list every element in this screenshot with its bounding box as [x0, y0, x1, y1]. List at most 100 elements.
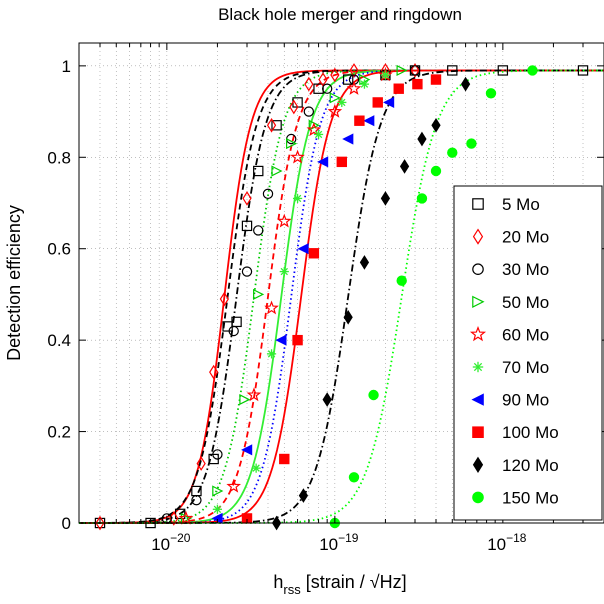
data-point	[241, 266, 253, 277]
data-point	[327, 103, 343, 118]
data-point	[460, 76, 471, 92]
legend-label: 150 Mo	[502, 488, 559, 507]
data-point	[416, 193, 428, 204]
legend-label: 60 Mo	[502, 325, 549, 344]
legend-marker	[472, 426, 484, 438]
data-point	[337, 97, 347, 108]
legend-marker	[472, 456, 484, 473]
data-point	[399, 159, 410, 174]
data-point	[266, 349, 277, 359]
data-point	[262, 188, 274, 200]
data-point	[313, 129, 324, 140]
data-point	[212, 504, 223, 514]
data-point	[336, 156, 348, 168]
data-point	[226, 478, 242, 493]
data-point	[279, 453, 290, 465]
data-point	[354, 115, 365, 126]
data-point	[251, 463, 261, 473]
data-point	[306, 122, 322, 137]
data-point	[383, 96, 395, 108]
x-axis-label-subscript: rss	[283, 582, 301, 597]
data-point	[95, 515, 105, 531]
data-point	[322, 392, 332, 407]
data-point	[292, 334, 303, 346]
y-tick-label: 0	[62, 514, 71, 533]
data-point	[228, 325, 239, 337]
data-point	[412, 78, 423, 90]
data-point	[485, 88, 497, 99]
data-point	[212, 485, 224, 497]
x-axis-label-main: h	[273, 572, 283, 592]
data-point	[241, 444, 253, 456]
legend-marker	[472, 295, 485, 308]
data-point	[396, 64, 408, 76]
data-point	[447, 147, 458, 158]
legend-label: 50 Mo	[502, 293, 549, 312]
fit-curve-150-mo	[79, 69, 604, 524]
data-point	[264, 300, 279, 315]
data-point	[212, 449, 223, 460]
plot-frame	[78, 42, 604, 524]
data-point	[447, 65, 458, 76]
data-point	[298, 488, 309, 503]
data-point	[329, 92, 341, 104]
legend-label: 20 Mo	[502, 228, 549, 247]
data-point	[359, 79, 370, 89]
data-point	[363, 115, 375, 127]
data-point	[577, 65, 589, 76]
y-tick-label: 0.8	[47, 148, 71, 167]
x-axis-label: hrss [strain / √Hz]	[273, 572, 406, 597]
data-point	[279, 266, 289, 277]
legend-label: 90 Mo	[502, 391, 549, 410]
data-point	[430, 165, 442, 177]
data-point	[349, 63, 359, 78]
data-point	[409, 65, 421, 76]
data-point	[466, 138, 477, 149]
chart-title: Black hole merger and ringdown	[218, 5, 462, 24]
legend-marker	[472, 361, 484, 373]
data-point	[290, 149, 305, 164]
data-point	[348, 472, 360, 483]
data-point	[317, 156, 329, 168]
data-point	[174, 508, 186, 520]
data-point	[275, 334, 287, 346]
data-point	[209, 364, 219, 380]
legend-label: 5 Mo	[502, 195, 540, 214]
data-point	[242, 191, 252, 206]
data-point	[286, 138, 298, 150]
x-axis-label-rest: [strain / √Hz]	[301, 572, 407, 592]
data-point	[276, 213, 292, 228]
series-90-mo	[211, 96, 395, 524]
data-point	[346, 81, 362, 95]
legend-label: 100 Mo	[502, 423, 559, 442]
y-tick-label: 0.6	[47, 240, 71, 259]
axis-ticks: 10−20 10−19 10−18 0 0.2 0.4 0.6 0.8 1	[47, 43, 604, 554]
data-point	[191, 494, 202, 506]
x-tick-label: 10−19	[319, 531, 359, 554]
series-70-mo	[212, 70, 391, 514]
data-point	[241, 220, 253, 232]
data-point	[372, 97, 383, 108]
x-tick-label: 10−20	[151, 531, 191, 554]
data-point	[430, 74, 442, 85]
legend-label: 70 Mo	[502, 358, 549, 377]
legend-label: 120 Mo	[502, 456, 559, 475]
series-120-mo	[271, 76, 471, 531]
data-point	[380, 191, 391, 206]
data-point	[330, 67, 340, 83]
legend-label: 30 Mo	[502, 260, 549, 279]
data-point	[431, 117, 441, 133]
data-point	[253, 225, 264, 236]
series-20-mo	[95, 63, 420, 531]
data-point	[219, 291, 229, 307]
y-tick-label: 1	[62, 57, 71, 76]
legend-marker	[472, 198, 484, 210]
y-tick-label: 0.2	[47, 423, 71, 442]
legend: 5 Mo 20 Mo 30 Mo 50 Mo 60 Mo 70 Mo 90 Mo 100 Mo…	[453, 185, 603, 521]
data-point	[196, 456, 206, 471]
data-point	[303, 106, 315, 117]
data-point	[393, 83, 404, 94]
data-point	[271, 120, 282, 131]
data-point	[297, 243, 309, 255]
